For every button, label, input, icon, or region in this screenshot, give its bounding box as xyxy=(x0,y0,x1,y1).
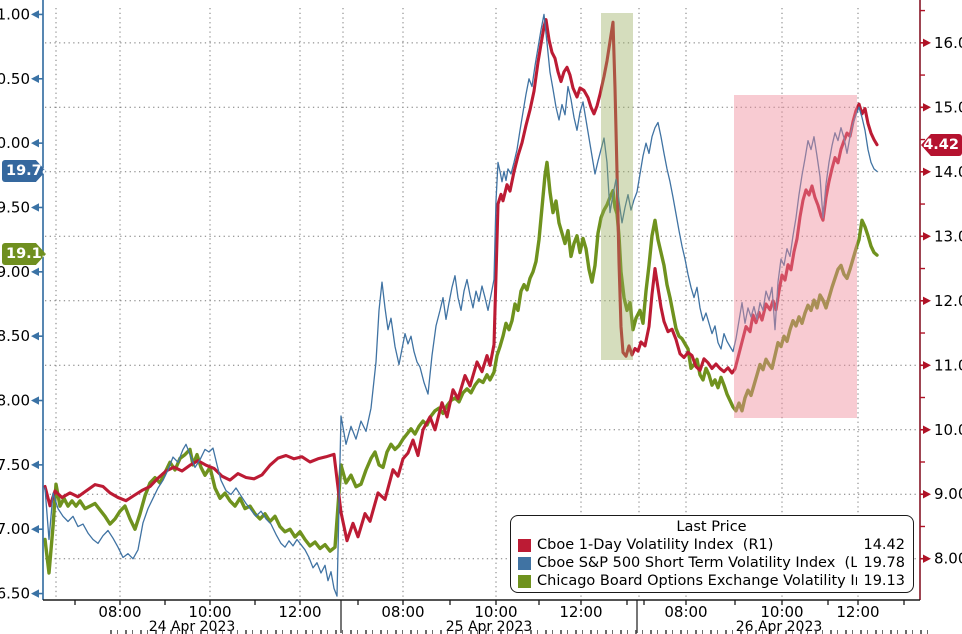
right-axis-tick-label: 11.00 xyxy=(934,356,962,374)
right-tick-arrow-icon xyxy=(923,167,931,176)
left-axis-tick-label: 18.50 xyxy=(0,327,30,345)
left-axis-price-badge-green: 19.13 xyxy=(2,243,46,265)
x-axis-time-label: 10:00 xyxy=(188,603,231,621)
left-tick-arrow-icon xyxy=(31,460,39,470)
right-tick-arrow-icon xyxy=(923,38,931,48)
left-tick-arrow-icon xyxy=(31,10,39,19)
right-axis-tick-label: 16.00 xyxy=(934,34,962,52)
left-tick-arrow-icon xyxy=(31,396,39,405)
right-axis-tick-label: 9.00 xyxy=(934,485,962,503)
right-axis-tick-label: 14.00 xyxy=(934,163,962,181)
right-tick-arrow-icon xyxy=(923,361,931,370)
right-tick-arrow-icon xyxy=(923,554,931,563)
blue-series-swatch-icon xyxy=(518,556,531,570)
series-line-green xyxy=(43,160,879,575)
legend-last-price: 14.42 xyxy=(863,537,905,553)
left-axis-tick-label: 20.50 xyxy=(0,70,30,88)
right-tick-arrow-icon xyxy=(923,425,931,434)
legend-label: Cboe 1-Day Volatility Index xyxy=(537,537,734,553)
x-axis-time-label: 08:00 xyxy=(664,603,707,621)
left-axis-tick-label: 16.50 xyxy=(0,585,30,603)
left-axis-tick-label: 19.50 xyxy=(0,198,30,216)
right-axis-tick-label: 10.00 xyxy=(934,421,962,439)
green-highlight-band xyxy=(601,13,633,360)
x-axis-time-label: 08:00 xyxy=(98,603,141,621)
legend-last-price: 19.13 xyxy=(863,573,905,589)
right-axis-tick-label: 12.00 xyxy=(934,292,962,310)
legend-label: Chicago Board Options Exchange Volatilit… xyxy=(537,573,858,589)
x-axis-time-label: 10:00 xyxy=(760,603,803,621)
red-series-swatch-icon xyxy=(518,538,531,552)
left-tick-arrow-icon xyxy=(31,138,39,148)
green-series-swatch-icon xyxy=(518,574,531,588)
cropped-text-row xyxy=(110,630,930,634)
series-line-red xyxy=(43,18,879,543)
legend-row-vxst: Cboe S&P 500 Short Term Volatility Index… xyxy=(518,554,905,572)
legend-row-vix: Chicago Board Options Exchange Volatilit… xyxy=(518,572,905,590)
left-axis-price-badge-blue: 19.78 xyxy=(2,160,46,182)
right-tick-arrow-icon xyxy=(923,296,931,305)
left-axis-tick-label: 21.00 xyxy=(0,5,30,23)
legend-axis-tag: (R1) xyxy=(742,537,774,553)
x-axis-time-label: 10:00 xyxy=(474,603,517,621)
left-tick-arrow-icon xyxy=(31,589,39,598)
legend-title: Last Price xyxy=(676,519,747,535)
right-tick-arrow-icon xyxy=(923,232,931,241)
left-tick-arrow-icon xyxy=(31,331,39,341)
x-axis-time-label: 12:00 xyxy=(836,603,879,621)
left-tick-arrow-icon xyxy=(31,525,39,534)
x-axis-time-label: 08:00 xyxy=(381,603,424,621)
right-axis-tick-label: 13.00 xyxy=(934,227,962,245)
left-axis-tick-label: 18.00 xyxy=(0,392,30,410)
x-axis-time-label: 12:00 xyxy=(278,603,321,621)
legend-label: Cboe S&P 500 Short Term Volatility Index xyxy=(537,555,836,571)
legend-box: Last Price Cboe 1-Day Volatility Index (… xyxy=(510,515,914,593)
right-axis-tick-label: 15.00 xyxy=(934,98,962,116)
left-tick-arrow-icon xyxy=(31,74,39,83)
legend-row-vix1d: Cboe 1-Day Volatility Index (R1) 14.42 xyxy=(518,536,905,554)
left-tick-arrow-icon xyxy=(31,267,39,277)
left-axis-tick-label: 20.00 xyxy=(0,134,30,152)
right-tick-arrow-icon xyxy=(923,490,931,499)
right-axis-tick-label: 8.00 xyxy=(934,550,962,568)
x-axis-time-label: 12:00 xyxy=(559,603,602,621)
series-line-blue xyxy=(44,13,878,597)
left-axis-tick-label: 17.50 xyxy=(0,456,30,474)
pink-highlight-band xyxy=(734,95,857,418)
legend-axis-tag: (L1) xyxy=(844,555,858,571)
legend-last-price: 19.78 xyxy=(863,555,905,571)
left-axis-tick-label: 17.00 xyxy=(0,520,30,538)
left-tick-arrow-icon xyxy=(31,203,39,212)
right-tick-arrow-icon xyxy=(923,103,931,112)
right-axis-price-badge-red: 14.42 xyxy=(921,134,962,156)
left-axis-tick-label: 19.00 xyxy=(0,263,30,281)
